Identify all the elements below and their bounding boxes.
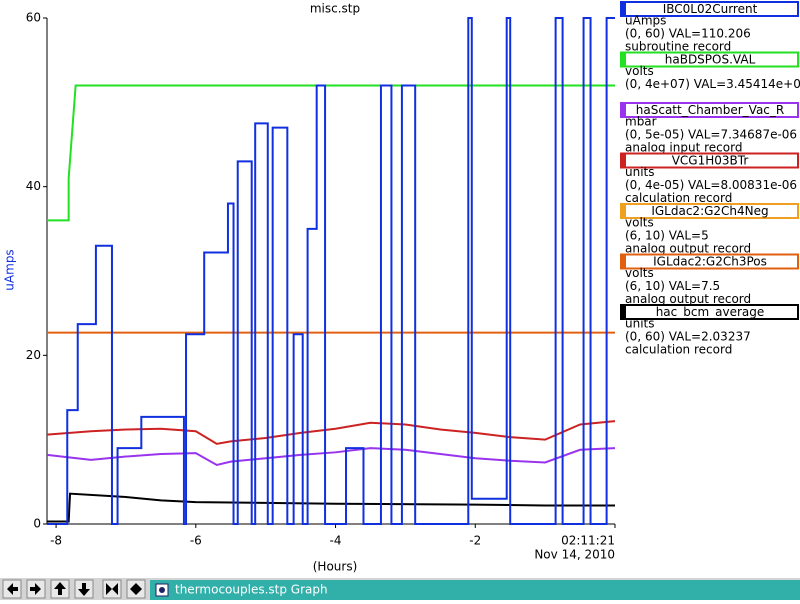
legend-swatch	[621, 103, 626, 117]
chart-title: misc.stp	[310, 2, 360, 16]
toolbar-buttons	[2, 579, 146, 599]
icon	[78, 583, 90, 596]
window-tab[interactable]	[150, 580, 800, 600]
icon	[30, 583, 41, 595]
legend-name: haScatt_Chamber_Vac_R	[636, 103, 784, 117]
legend-record: calculation record	[625, 343, 732, 357]
y-tick-label: 0	[33, 517, 41, 531]
tab-label: thermocouples.stp Graph	[175, 583, 328, 597]
x-tick-label: -6	[190, 534, 202, 548]
legend-units: uAmps	[625, 14, 666, 28]
legend-range: (0, 60) VAL=110.206	[625, 27, 751, 41]
x-tick-label: 02:11:21	[561, 534, 615, 548]
legend-range: (0, 60) VAL=2.03237	[625, 330, 751, 344]
legend-name: IBC0L02Current	[663, 2, 758, 16]
legend-range: (6, 10) VAL=5	[625, 229, 709, 243]
legend-range: (0, 5e-05) VAL=7.34687e-06	[625, 128, 797, 142]
legend-units: units	[625, 165, 655, 179]
legend-swatch	[621, 2, 626, 16]
legend-record: analog output record	[625, 242, 751, 256]
x-tick-label: -8	[50, 534, 62, 548]
legend-units: volts	[625, 216, 654, 230]
legend-units: mbar	[625, 115, 657, 129]
y-tick-label: 20	[26, 348, 41, 362]
legend-record: calculation record	[625, 191, 732, 205]
x-axis-label: (Hours)	[313, 560, 358, 574]
legend-name: IGLdac2:G2Ch3Pos	[653, 255, 767, 269]
legend-name: VCG1H03BTr	[672, 154, 749, 168]
legend-record: analog output record	[625, 292, 751, 306]
series-line	[47, 492, 615, 523]
icon	[54, 582, 66, 595]
legend-record: analog input record	[625, 141, 742, 155]
y-axis-label: uAmps	[3, 249, 17, 290]
icon	[106, 583, 118, 595]
legend-range: (6, 10) VAL=7.5	[625, 279, 720, 293]
legend-units: volts	[625, 64, 654, 78]
legend-swatch	[621, 254, 626, 269]
legend-swatch	[621, 204, 626, 218]
series-line	[46, 420, 616, 445]
x-tick-label: -4	[330, 534, 342, 548]
y-tick-label: 40	[26, 179, 41, 193]
series-line	[46, 447, 616, 467]
legend-name: haBDSPOS.VAL	[665, 53, 756, 67]
legend-record: subroutine record	[625, 40, 731, 54]
legend-swatch	[621, 153, 626, 168]
tab-icon-dot	[159, 587, 165, 593]
legend-swatch	[621, 52, 626, 67]
plot-area	[46, 17, 616, 525]
legend-name: hac_bcm_average	[656, 305, 765, 319]
y-tick-label: 60	[26, 11, 41, 25]
legend-name: IGLdac2:G2Ch4Neg	[651, 204, 768, 218]
legend-units: units	[625, 317, 655, 331]
series-line	[47, 84, 615, 222]
legend-range: (0, 4e+07) VAL=3.45414e+07	[625, 77, 800, 91]
legend-units: volts	[625, 266, 654, 280]
legend-range: (0, 4e-05) VAL=8.00831e-06	[625, 178, 797, 192]
x-date-label: Nov 14, 2010	[534, 548, 615, 562]
x-tick-label: -2	[469, 534, 481, 548]
legend-swatch	[621, 305, 626, 319]
series-line	[47, 17, 615, 525]
icon	[130, 583, 142, 595]
icon	[7, 583, 18, 595]
